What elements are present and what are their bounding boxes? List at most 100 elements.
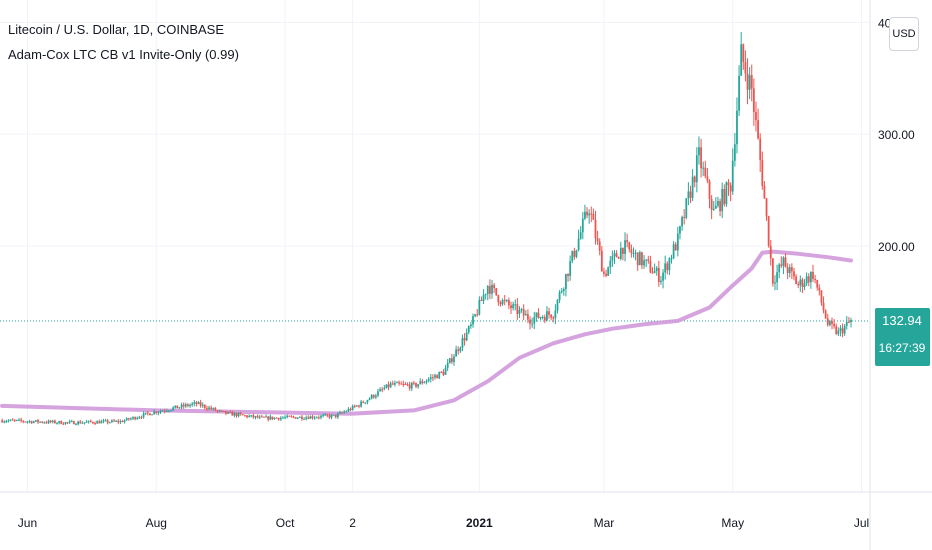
- candle-body: [140, 417, 143, 419]
- candle-body: [683, 217, 686, 219]
- candle-body: [565, 274, 567, 289]
- candle-body: [603, 271, 605, 274]
- candle-body: [757, 120, 759, 139]
- candle-body: [736, 110, 738, 145]
- candle-body: [353, 405, 356, 407]
- candle-body: [712, 208, 715, 210]
- candle-body: [77, 421, 80, 425]
- candle-body: [474, 314, 477, 317]
- candle-body: [457, 349, 460, 352]
- candle-body: [360, 401, 362, 407]
- candle-body: [558, 292, 561, 301]
- candle-body: [714, 205, 717, 209]
- currency-button[interactable]: USD: [889, 17, 919, 51]
- candle-body: [73, 421, 75, 425]
- candle-body: [499, 302, 502, 305]
- candle-body: [824, 310, 827, 319]
- candle-body: [94, 423, 96, 425]
- candle-body: [543, 317, 546, 321]
- candle-body: [231, 411, 234, 416]
- candle-body: [425, 380, 428, 383]
- candle-body: [750, 75, 753, 89]
- candle-body: [294, 417, 297, 419]
- candle-body: [529, 319, 531, 324]
- candle-body: [480, 299, 483, 301]
- candle-body: [676, 233, 679, 251]
- candle-body: [803, 283, 806, 287]
- candle-body: [476, 314, 479, 316]
- candle-body: [469, 324, 472, 327]
- candle-body: [374, 395, 377, 398]
- candle-body: [415, 383, 417, 387]
- candle-body: [704, 167, 707, 177]
- candle-body: [755, 112, 757, 121]
- candle-body: [417, 384, 420, 387]
- candle-body: [518, 309, 521, 314]
- candle-body: [70, 421, 73, 423]
- candle-body: [657, 267, 660, 283]
- candle-body: [406, 384, 409, 386]
- candle-body: [372, 394, 375, 398]
- candle-body: [134, 417, 137, 420]
- candle-body: [206, 407, 208, 410]
- candle-body: [47, 420, 50, 423]
- candle-body: [250, 415, 253, 417]
- candle-body: [647, 259, 650, 261]
- x-tick-label: Jul: [854, 516, 869, 530]
- candle-body: [679, 226, 681, 234]
- candle-body: [598, 241, 601, 251]
- candle-body: [296, 417, 299, 419]
- candle-body: [9, 419, 12, 421]
- candle-body: [347, 408, 350, 412]
- candle-body: [81, 422, 84, 424]
- candle-body: [719, 201, 721, 212]
- candle-body: [843, 325, 846, 334]
- candle-body: [393, 382, 396, 385]
- candle-body: [820, 290, 823, 303]
- candle-body: [349, 408, 352, 410]
- candle-body: [326, 414, 329, 416]
- candle-body: [22, 420, 25, 422]
- candle-body: [837, 330, 840, 334]
- candle-body: [244, 415, 246, 417]
- x-tick-label: Oct: [276, 516, 295, 530]
- x-tick-label: 2: [349, 516, 356, 530]
- candle-body: [556, 300, 559, 311]
- candle-body: [54, 420, 56, 424]
- candle-body: [822, 302, 825, 311]
- candle-body: [85, 421, 88, 423]
- candle-body: [638, 252, 641, 266]
- candle-body: [298, 416, 301, 418]
- candle-body: [111, 420, 113, 423]
- candle-body: [410, 382, 413, 389]
- candle-body: [398, 382, 401, 384]
- candle-body: [191, 403, 194, 405]
- price-badge-countdown: 16:27:39: [879, 341, 926, 355]
- candle-body: [740, 44, 743, 76]
- candle-body: [508, 300, 510, 306]
- candle-body: [146, 412, 149, 414]
- candle-body: [584, 211, 586, 219]
- candle-body: [252, 415, 255, 418]
- candle-body: [619, 247, 622, 259]
- candle-body: [520, 309, 523, 311]
- candle-body: [522, 309, 525, 316]
- candle-body: [239, 413, 242, 415]
- candle-body: [442, 372, 445, 375]
- candle-body: [450, 358, 453, 362]
- candle-body: [560, 290, 563, 293]
- candle-body: [20, 419, 23, 421]
- candle-body: [541, 317, 544, 319]
- candle-body: [351, 405, 354, 410]
- candle-body: [62, 423, 65, 425]
- candle-body: [685, 198, 688, 218]
- x-tick-label: Mar: [594, 516, 615, 530]
- candle-body: [446, 362, 449, 368]
- candle-body: [290, 416, 293, 418]
- candle-body: [26, 421, 29, 423]
- candle-body: [807, 276, 810, 283]
- candle-body: [174, 405, 177, 408]
- candle-body: [693, 176, 696, 183]
